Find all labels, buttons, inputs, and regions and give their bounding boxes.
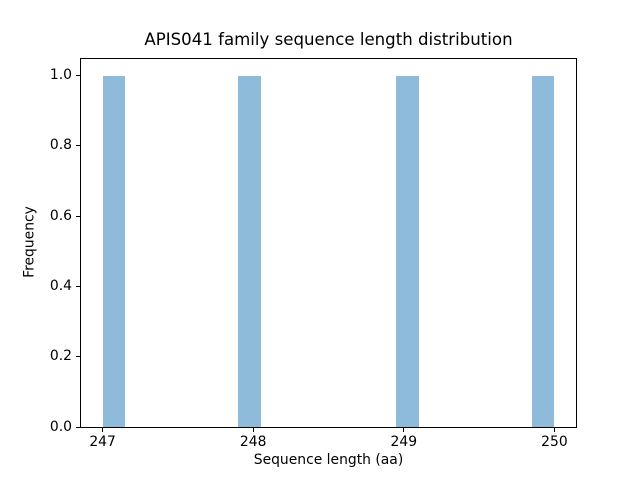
x-tick-label: 247 [89, 434, 116, 450]
histogram-bar [396, 75, 419, 427]
histogram-bar [531, 75, 555, 427]
x-tick-label: 249 [390, 434, 418, 450]
y-tick-label: 1.0 [49, 67, 72, 84]
y-tick-mark [76, 215, 80, 217]
x-tick-label: 250 [541, 434, 568, 450]
y-tick-label: 0.8 [49, 137, 72, 154]
y-tick-label: 0.6 [49, 207, 72, 224]
x-tick-mark [553, 428, 555, 432]
y-tick-label: 0.4 [49, 277, 72, 294]
histogram-bar [238, 75, 261, 427]
y-tick-label: 0.0 [49, 418, 72, 435]
y-tick-mark [76, 75, 80, 77]
y-tick-mark [76, 426, 80, 428]
histogram-bar [102, 75, 126, 427]
x-tick-label: 248 [239, 434, 267, 450]
x-axis-label: Sequence length (aa) [253, 452, 404, 468]
x-tick-mark [403, 428, 405, 432]
plot-area [80, 58, 577, 428]
chart-title: APIS041 family sequence length distribut… [144, 30, 513, 49]
x-tick-mark [252, 428, 254, 432]
y-tick-label: 0.2 [49, 348, 72, 365]
y-tick-mark [76, 145, 80, 147]
y-tick-mark [76, 356, 80, 358]
x-tick-mark [102, 428, 104, 432]
y-tick-mark [76, 285, 80, 287]
